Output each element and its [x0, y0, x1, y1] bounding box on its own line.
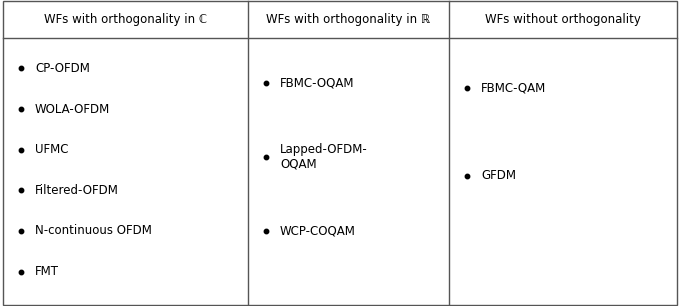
Text: WCP-COQAM: WCP-COQAM: [280, 224, 356, 237]
Text: WOLA-OFDM: WOLA-OFDM: [35, 103, 110, 116]
Text: WFs with orthogonality in ℂ: WFs with orthogonality in ℂ: [44, 13, 207, 25]
Text: FBMC-OQAM: FBMC-OQAM: [280, 76, 354, 89]
Text: GFDM: GFDM: [481, 169, 516, 182]
Text: FMT: FMT: [35, 265, 59, 278]
Text: WFs with orthogonality in ℝ: WFs with orthogonality in ℝ: [267, 13, 430, 25]
Text: Filtered-OFDM: Filtered-OFDM: [35, 184, 119, 197]
Text: Lapped-OFDM-
OQAM: Lapped-OFDM- OQAM: [280, 143, 368, 171]
Text: WFs without orthogonality: WFs without orthogonality: [485, 13, 641, 25]
Text: FBMC-QAM: FBMC-QAM: [481, 81, 546, 94]
Text: UFMC: UFMC: [35, 143, 69, 156]
Text: CP-OFDM: CP-OFDM: [35, 62, 90, 75]
Text: N-continuous OFDM: N-continuous OFDM: [35, 224, 152, 237]
